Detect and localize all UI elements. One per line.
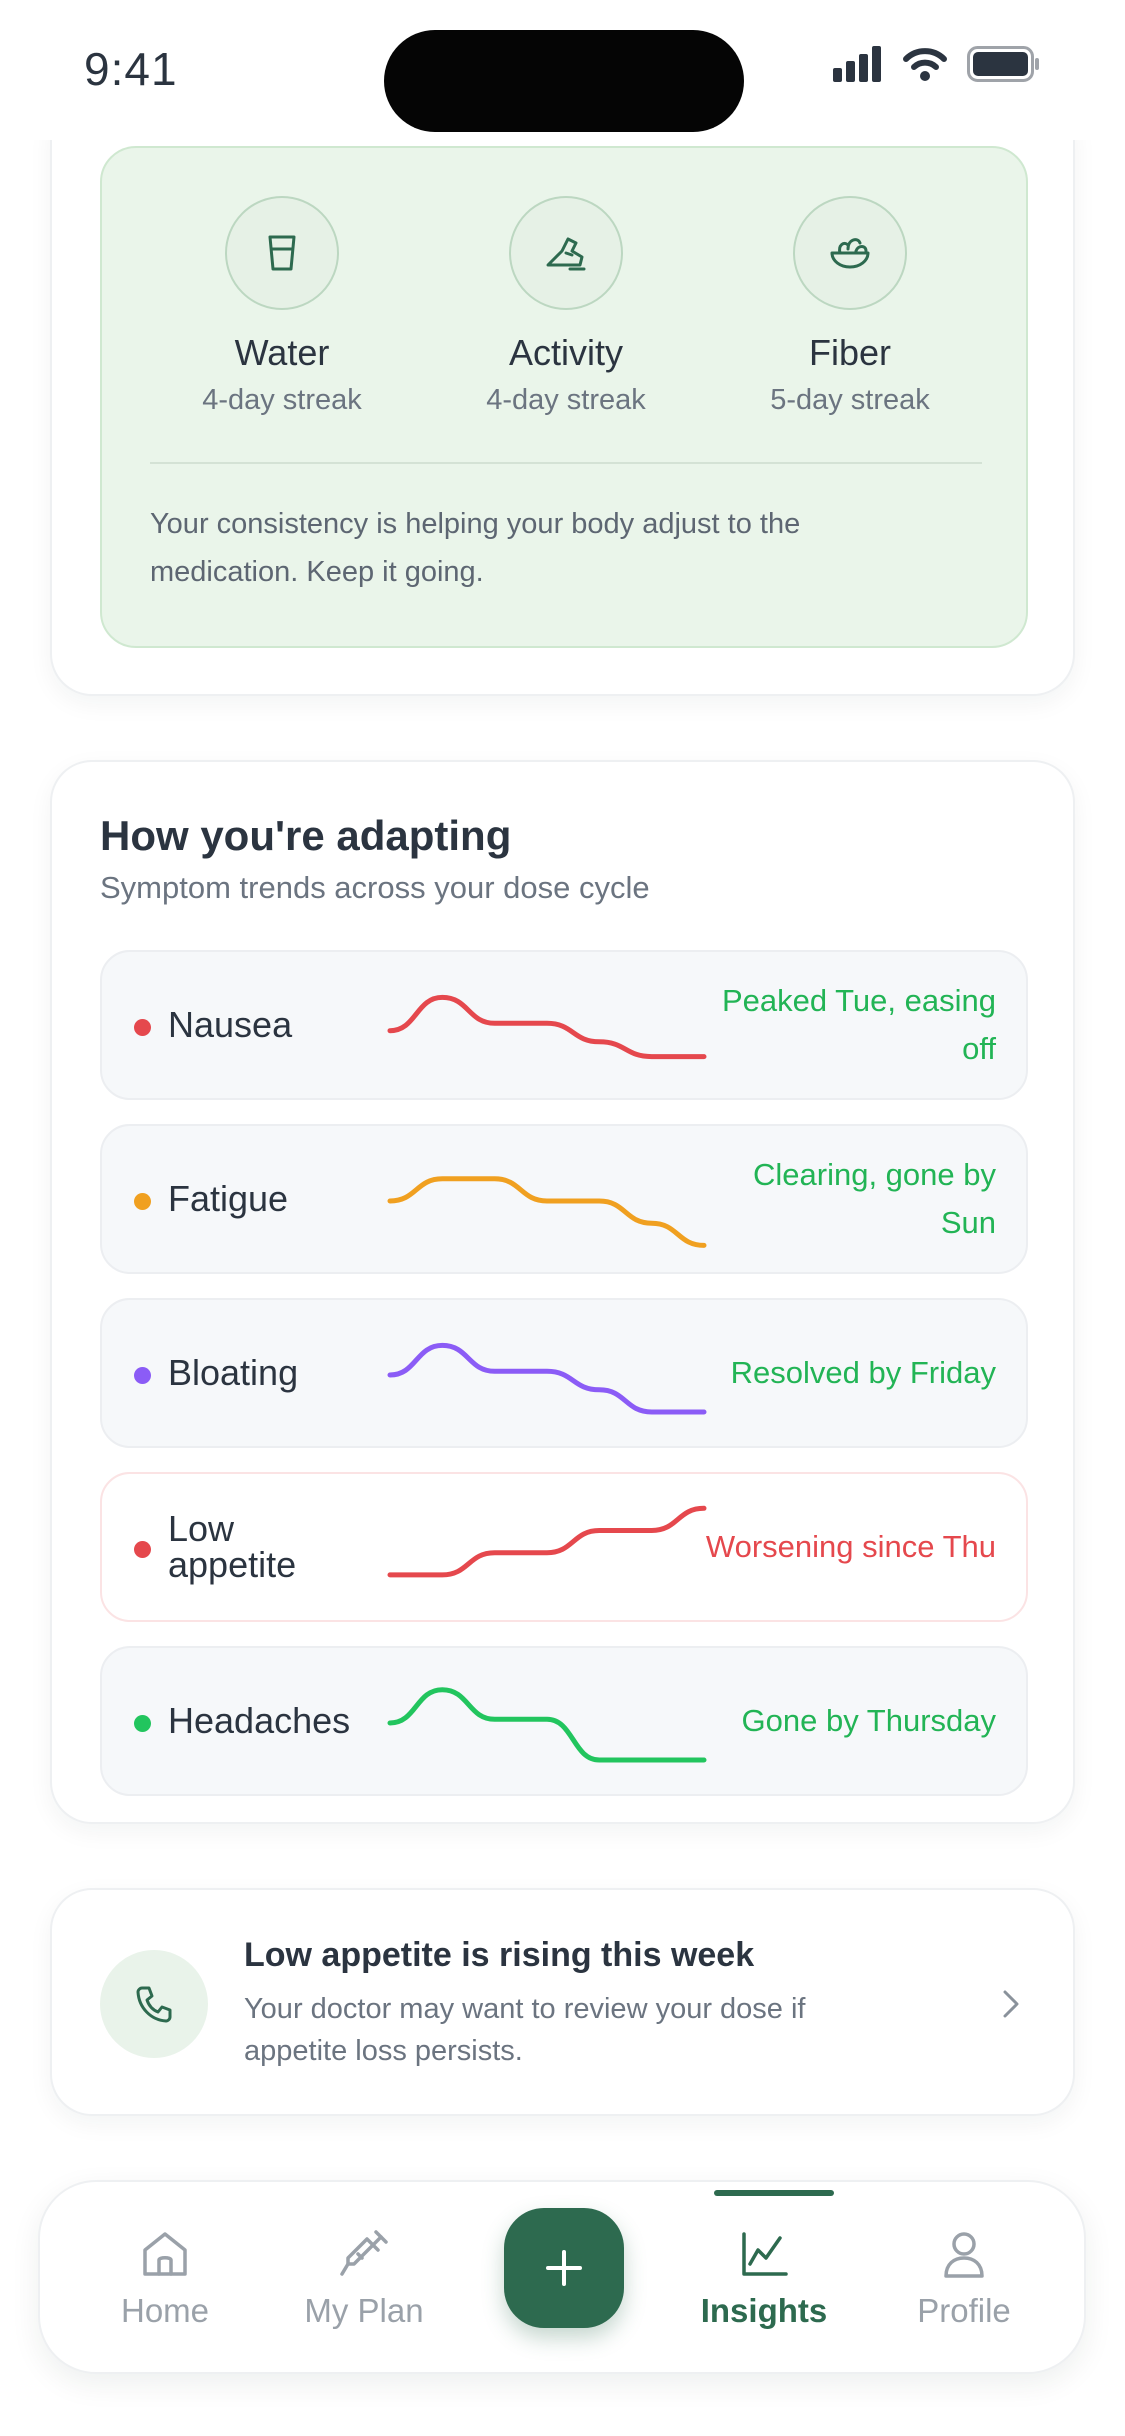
nav-my-plan[interactable]: My Plan (264, 2182, 464, 2376)
symptom-name: Fatigue (168, 1178, 289, 1219)
symptom-status: Gone by Thursday (741, 1703, 996, 1738)
alert-title: Low appetite is rising this week (244, 1936, 755, 1974)
add-button[interactable] (504, 2208, 624, 2328)
wifi-icon (903, 48, 947, 81)
symptom-name: Bloating (168, 1352, 299, 1393)
streak-note: Your consistency is helping your body ad… (150, 508, 801, 588)
streak-activity[interactable]: Activity 4-day streak (416, 196, 716, 417)
bottom-nav: Home My Plan Insights Profile (38, 2180, 1086, 2374)
nav-profile[interactable]: Profile (864, 2182, 1064, 2376)
symptom-dot (134, 1193, 151, 1210)
nav-label: Insights (700, 2292, 828, 2329)
glass-icon (268, 235, 296, 271)
streak-subtitle: 4-day streak (486, 384, 646, 416)
adapting-card: How you're adapting Symptom trends acros… (50, 760, 1075, 1824)
home-icon (143, 2232, 187, 2276)
nav-label: Profile (917, 2292, 1011, 2329)
streak-panel: Water 4-day streak Activity 4-day streak (100, 146, 1028, 648)
alert-body: Your doctor may want to review your dose… (244, 1993, 806, 2067)
symptom-status: Peaked Tue, easing off (721, 983, 996, 1066)
symptom-row-low-appetite[interactable]: Low appetite Worsening since Thu (100, 1472, 1028, 1622)
symptom-row-fatigue[interactable]: Fatigue Clearing, gone by Sun (100, 1124, 1028, 1274)
symptom-dot (134, 1541, 151, 1558)
streak-card: Water 4-day streak Activity 4-day streak (50, 120, 1075, 696)
active-tab-indicator (714, 2190, 834, 2196)
status-time: 9:41 (84, 43, 178, 95)
syringe-icon (340, 2230, 388, 2276)
symptom-trend-line (387, 1342, 707, 1415)
alert-icon-circle (100, 1950, 208, 2058)
nav-label: My Plan (304, 2292, 424, 2329)
phone-icon (136, 1986, 172, 2023)
salad-bowl-icon (830, 238, 870, 269)
signal-icon (833, 46, 881, 82)
battery-icon (967, 46, 1039, 82)
section-subtitle: Symptom trends across your dose cycle (100, 870, 650, 905)
symptom-dot (134, 1367, 151, 1384)
symptom-dot (134, 1715, 151, 1732)
streak-fiber[interactable]: Fiber 5-day streak (700, 196, 1000, 417)
streak-name: Fiber (808, 332, 892, 373)
streak-circle (509, 196, 623, 310)
divider (150, 462, 982, 464)
streak-name: Activity (508, 332, 623, 373)
nav-insights[interactable]: Insights (664, 2182, 864, 2376)
streak-water[interactable]: Water 4-day streak (132, 196, 432, 417)
symptom-name: Low appetite (168, 1508, 297, 1585)
streak-circle (225, 196, 339, 310)
dynamic-island (384, 30, 744, 132)
section-title: How you're adapting (100, 812, 512, 859)
person-icon (944, 2232, 984, 2278)
symptom-dot (134, 1019, 151, 1036)
shoe-icon (546, 237, 586, 271)
chevron-right-icon (1003, 1990, 1019, 2018)
chart-icon (742, 2232, 788, 2276)
status-icons (833, 44, 1041, 84)
symptom-status: Worsening since Thu (705, 1529, 996, 1564)
streak-name: Water (234, 332, 330, 373)
symptom-trend-line (387, 1687, 707, 1763)
nav-label: Home (120, 2292, 210, 2329)
symptom-name: Headaches (168, 1700, 351, 1741)
symptom-status: Clearing, gone by Sun (753, 1157, 996, 1240)
symptom-row-bloating[interactable]: Bloating Resolved by Friday (100, 1298, 1028, 1448)
symptom-trend-line (387, 1505, 707, 1578)
streak-circle (793, 196, 907, 310)
streak-subtitle: 4-day streak (202, 384, 362, 416)
symptom-row-nausea[interactable]: Nausea Peaked Tue, easing off (100, 950, 1028, 1100)
symptom-trend-line (387, 994, 707, 1060)
plus-icon (546, 2250, 582, 2286)
symptom-row-headaches[interactable]: Headaches Gone by Thursday (100, 1646, 1028, 1796)
appetite-alert-card[interactable]: Low appetite is rising this week Your do… (50, 1888, 1075, 2116)
symptom-name: Nausea (168, 1004, 293, 1045)
status-bar: 9:41 (0, 0, 1125, 140)
symptom-trend-line (387, 1176, 707, 1248)
nav-home[interactable]: Home (65, 2182, 265, 2376)
symptom-status: Resolved by Friday (730, 1355, 996, 1390)
streak-subtitle: 5-day streak (770, 384, 930, 416)
